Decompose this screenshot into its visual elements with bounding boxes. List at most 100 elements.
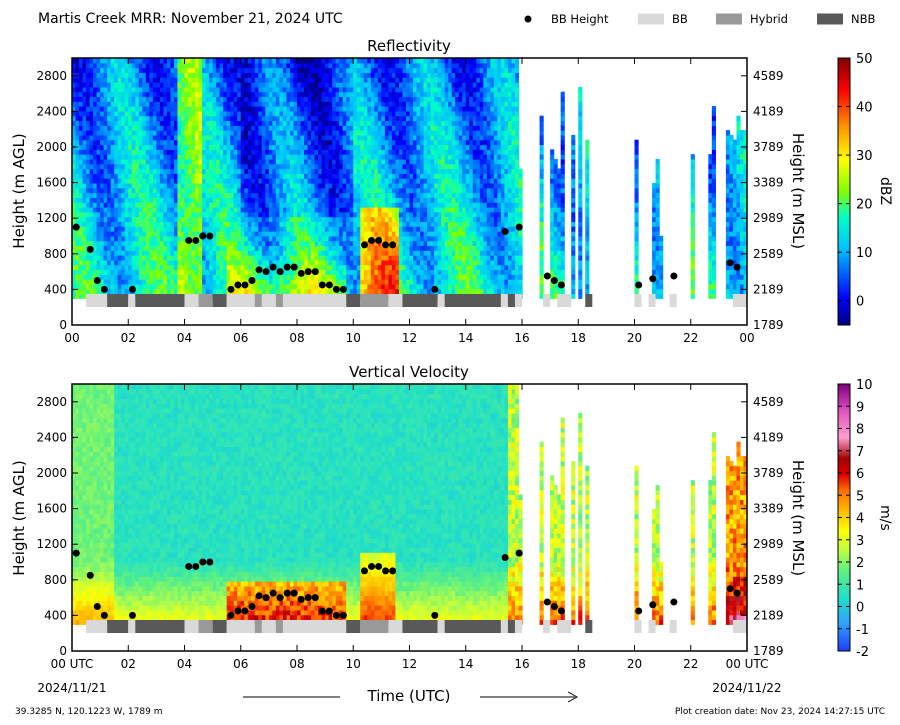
figure-title: Martis Creek MRR: November 21, 2024 UTC <box>38 11 343 27</box>
bb-height-point <box>248 277 256 284</box>
y-tick-label-right: 4589 <box>753 395 784 409</box>
bb-height-point <box>206 558 214 566</box>
x-tick-label: 08 <box>289 331 304 345</box>
bb-height-point <box>318 281 326 289</box>
bb-height-markers <box>72 223 741 293</box>
colorbar-tick-label: -1 <box>856 623 869 638</box>
bb-height-point <box>304 594 312 602</box>
bb-height-point <box>241 607 249 615</box>
bb-height-point <box>262 594 270 602</box>
bb-type-band-bb <box>86 620 108 633</box>
bb-type-band-bb <box>184 620 199 633</box>
bb-height-point <box>290 589 298 597</box>
bb-type-band-nbb <box>346 620 361 633</box>
bb-type-band-bb <box>437 620 445 633</box>
bb-type-band-bb <box>184 294 199 307</box>
velocity-ylabel: Height (m AGL) <box>10 460 28 575</box>
date-start: 2024/11/21 <box>37 681 106 695</box>
bb-height-point <box>311 594 319 602</box>
reflectivity-ylabel: Height (m AGL) <box>10 133 28 248</box>
bb-height-point <box>311 268 319 276</box>
colorbar-tick-label: 9 <box>856 400 864 415</box>
y-tick-label-right: 3389 <box>753 176 784 190</box>
reflectivity-ylabel-right: Height (m MSL) <box>789 133 807 249</box>
bb-height-point <box>550 603 558 610</box>
velocity-title: Vertical Velocity <box>349 363 469 381</box>
y-tick-label-right: 1789 <box>753 318 784 332</box>
y-tick-label-right: 2989 <box>753 211 784 225</box>
bb-type-band-nbb <box>507 620 515 633</box>
bb-height-point <box>297 269 305 277</box>
colorbar-tick-label: 50 <box>856 52 873 67</box>
x-tick-label: 04 <box>177 657 192 671</box>
bb-height-point <box>290 263 298 271</box>
bb-height-point <box>93 603 101 610</box>
bb-type-band-nbb <box>135 294 185 307</box>
x-tick-label: 00 <box>64 331 79 345</box>
legend-label: Hybrid <box>750 12 788 26</box>
bb-height-point <box>382 567 390 575</box>
y-tick-label-right: 4589 <box>753 69 784 83</box>
footer-location: 39.3285 N, 120.1223 W, 1789 m <box>15 707 163 717</box>
y-tick-label: 2000 <box>36 140 67 154</box>
y-tick-label-right: 2189 <box>753 608 784 622</box>
bb-type-band-bb <box>500 294 508 307</box>
bb-type-band-hybrid <box>360 620 389 633</box>
bb-height-point <box>269 589 277 597</box>
bb-height-point <box>318 607 326 615</box>
bb-type-band-bb <box>86 294 108 307</box>
bb-height-point <box>234 607 242 615</box>
bb-type-band-bb <box>634 620 642 633</box>
colorbar-tick-label: -2 <box>856 645 869 660</box>
date-end: 2024/11/22 <box>712 681 781 695</box>
bb-height-point <box>192 562 200 570</box>
bb-height-point <box>649 601 657 609</box>
bb-type-band-nbb <box>212 294 227 307</box>
reflectivity-colorbar-label: dBZ <box>877 177 893 205</box>
bb-type-band-bb <box>226 620 255 633</box>
bb-height-point <box>227 611 235 619</box>
bb-type-band-bb <box>437 294 445 307</box>
bb-height-point <box>368 236 376 244</box>
bb-height-point <box>339 285 347 293</box>
y-tick-label-right: 2989 <box>753 537 784 551</box>
y-tick-label-right: 2589 <box>753 247 784 261</box>
velocity-heatmap <box>72 384 747 625</box>
y-tick-label: 0 <box>59 318 67 332</box>
time-arrow-head-icon <box>567 691 579 703</box>
bb-height-point <box>339 611 347 619</box>
legend-swatch-bb <box>638 13 664 25</box>
bb-type-band-bb <box>732 294 747 307</box>
bb-height-point <box>670 598 678 606</box>
x-tick-label: 14 <box>458 331 473 345</box>
bb-height-markers <box>72 549 741 619</box>
legend-label: BB <box>672 12 688 26</box>
bb-type-bands <box>86 294 747 307</box>
bb-height-point <box>276 268 284 276</box>
reflectivity-title: Reflectivity <box>367 37 451 55</box>
bb-type-band-bb <box>282 620 347 633</box>
bb-height-point <box>93 277 101 284</box>
y-tick-label-right: 3789 <box>753 140 784 154</box>
bb-height-point <box>86 571 94 579</box>
bb-height-point <box>269 263 277 271</box>
y-tick-label: 800 <box>44 247 67 261</box>
x-tick-label: 06 <box>233 657 248 671</box>
bb-type-band-nbb <box>444 294 501 307</box>
bb-type-band-bb <box>543 294 551 307</box>
y-tick-label: 2400 <box>36 430 67 444</box>
colorbar-tick-label: 0 <box>856 601 864 616</box>
x-tick-label: 00 UTC <box>51 657 94 671</box>
y-tick-label-right: 4189 <box>753 104 784 118</box>
reflectivity-panel: Reflectivity 00 02 04 06 08 10 12 14 16 18 20 22 000… <box>10 37 893 345</box>
y-tick-label: 2800 <box>36 69 67 83</box>
bb-height-point <box>128 285 136 293</box>
bb-height-point <box>255 592 263 600</box>
y-tick-label-right: 2589 <box>753 573 784 587</box>
colorbar-tick-label: 10 <box>856 246 873 261</box>
bb-height-point <box>726 585 734 593</box>
bb-type-band-hybrid <box>198 620 213 633</box>
x-tick-label: 02 <box>121 331 136 345</box>
